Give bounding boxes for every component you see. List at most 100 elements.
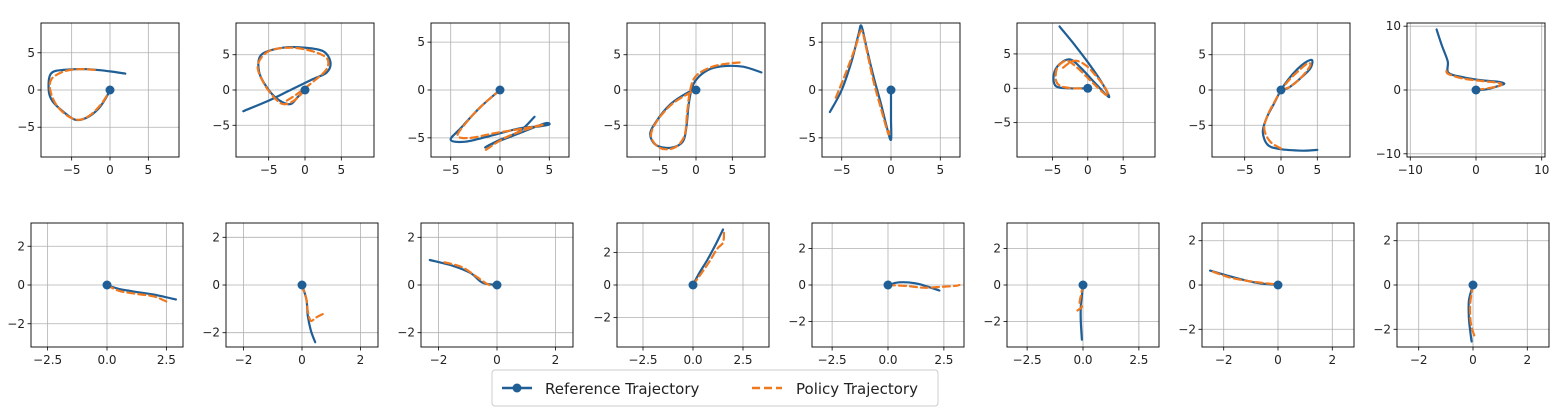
y-tick-label: 0 xyxy=(417,83,425,97)
reference-trajectory-line xyxy=(300,283,317,344)
x-tick-label: 0 xyxy=(1472,163,1480,177)
y-tick-label: 0 xyxy=(1393,83,1401,97)
subplot-16: −2 0 2 −2 0 2 xyxy=(1373,222,1550,367)
reference-trajectory-line xyxy=(449,88,551,149)
x-tick-label: 2 xyxy=(1523,353,1531,367)
x-tick-label: 5 xyxy=(1313,163,1321,177)
y-tick-label: −2 xyxy=(983,314,1001,328)
y-tick-label: 0 xyxy=(212,278,220,292)
reference-trajectory-line xyxy=(1467,283,1475,343)
subplot-5: −5 0 5 −5 0 5 xyxy=(798,22,961,177)
subplot-15: −2 0 2 −2 0 2 xyxy=(1178,222,1355,367)
y-tick-label: −2 xyxy=(7,317,25,331)
y-tick-label: 2 xyxy=(603,245,611,259)
x-tick-label: 2 xyxy=(552,353,560,367)
policy-trajectory-line xyxy=(48,68,112,121)
axes-frame xyxy=(1006,222,1160,348)
y-tick-label: −2 xyxy=(202,326,220,340)
subplot-11: −2 0 2 −2 0 2 xyxy=(397,222,574,367)
x-tick-label: 0 xyxy=(106,163,114,177)
x-tick-label: 2 xyxy=(357,353,365,367)
axes-frame xyxy=(1016,22,1156,158)
y-tick-label: 0 xyxy=(27,83,35,97)
subplot-13: −2.5 0.0 2.5 −2 0 2 xyxy=(788,222,965,367)
x-tick-label: 0 xyxy=(1469,353,1477,367)
legend-reference-marker xyxy=(512,383,522,393)
x-tick-label: 5 xyxy=(145,163,153,177)
y-tick-label: −5 xyxy=(212,118,230,132)
y-tick-label: −5 xyxy=(17,120,35,134)
policy-trajectory-line xyxy=(1445,69,1503,92)
reference-trajectory-line xyxy=(1052,25,1111,99)
legend-policy-label: Policy Trajectory xyxy=(796,380,918,398)
x-tick-label: −5 xyxy=(63,163,81,177)
start-point-marker xyxy=(1276,85,1286,95)
y-tick-label: −5 xyxy=(1188,118,1206,132)
y-tick-label: 5 xyxy=(1198,48,1206,62)
y-tick-label: −2 xyxy=(593,311,611,325)
start-point-marker xyxy=(1468,280,1478,290)
y-tick-label: −10 xyxy=(1376,147,1401,161)
y-tick-label: 0 xyxy=(808,83,816,97)
reference-trajectory-line xyxy=(428,258,499,287)
start-point-marker xyxy=(883,280,893,290)
reference-trajectory-line xyxy=(105,283,177,301)
policy-trajectory-line xyxy=(886,283,961,289)
x-tick-label: −5 xyxy=(651,163,669,177)
y-tick-label: 2 xyxy=(993,242,1001,256)
y-tick-label: 5 xyxy=(613,48,621,62)
x-tick-label: 2.5 xyxy=(934,353,953,367)
axes-frame xyxy=(430,22,570,158)
x-tick-label: −2 xyxy=(430,353,448,367)
x-tick-label: −10 xyxy=(1398,163,1423,177)
x-tick-label: −5 xyxy=(1044,163,1062,177)
axes-frame xyxy=(235,22,375,158)
y-tick-label: 0 xyxy=(17,278,25,292)
x-tick-label: 0.0 xyxy=(683,353,702,367)
x-tick-label: −5 xyxy=(833,163,851,177)
start-point-marker xyxy=(1471,85,1481,95)
x-tick-label: 0 xyxy=(887,163,895,177)
start-point-marker xyxy=(1078,280,1088,290)
axes-frame xyxy=(811,222,965,348)
subplot-3: −5 0 5 −5 0 5 xyxy=(407,22,570,177)
x-tick-label: 5 xyxy=(545,163,553,177)
y-tick-label: 0 xyxy=(603,278,611,292)
x-tick-label: 0 xyxy=(298,353,306,367)
start-point-marker xyxy=(105,85,115,95)
y-tick-label: 2 xyxy=(212,230,220,244)
subplot-14: −2.5 0.0 2.5 −2 0 2 xyxy=(983,222,1160,367)
x-tick-label: 0 xyxy=(1084,163,1092,177)
x-tick-label: −5 xyxy=(260,163,278,177)
y-tick-label: 2 xyxy=(17,239,25,253)
y-tick-label: −5 xyxy=(407,131,425,145)
axes-frame xyxy=(616,222,770,348)
x-tick-label: 0 xyxy=(692,163,700,177)
y-tick-label: −5 xyxy=(798,131,816,145)
y-tick-label: −2 xyxy=(788,314,806,328)
start-point-marker xyxy=(886,85,896,95)
y-tick-label: −5 xyxy=(993,116,1011,130)
axes-frame xyxy=(30,222,184,348)
x-tick-label: −2.5 xyxy=(1013,353,1042,367)
x-tick-label: −5 xyxy=(442,163,460,177)
subplot-4: −5 0 5 −5 0 5 xyxy=(603,22,766,177)
x-tick-label: −2 xyxy=(1410,353,1428,367)
start-point-marker xyxy=(297,280,307,290)
start-point-marker xyxy=(1273,280,1283,290)
x-tick-label: 0 xyxy=(301,163,309,177)
y-tick-label: 0 xyxy=(1003,81,1011,95)
legend-frame xyxy=(491,369,939,407)
y-tick-label: −2 xyxy=(397,326,415,340)
x-tick-label: 0.0 xyxy=(97,353,116,367)
policy-trajectory-line xyxy=(443,261,499,288)
legend: Reference Trajectory Policy Trajectory xyxy=(491,369,939,407)
x-tick-label: 0 xyxy=(496,163,504,177)
x-tick-label: 0.0 xyxy=(1073,353,1092,367)
x-tick-label: 5 xyxy=(337,163,345,177)
reference-trajectory-line xyxy=(1435,28,1506,92)
x-tick-label: 0 xyxy=(1277,163,1285,177)
x-tick-label: 2 xyxy=(1328,353,1336,367)
y-tick-label: 10 xyxy=(1386,19,1401,33)
